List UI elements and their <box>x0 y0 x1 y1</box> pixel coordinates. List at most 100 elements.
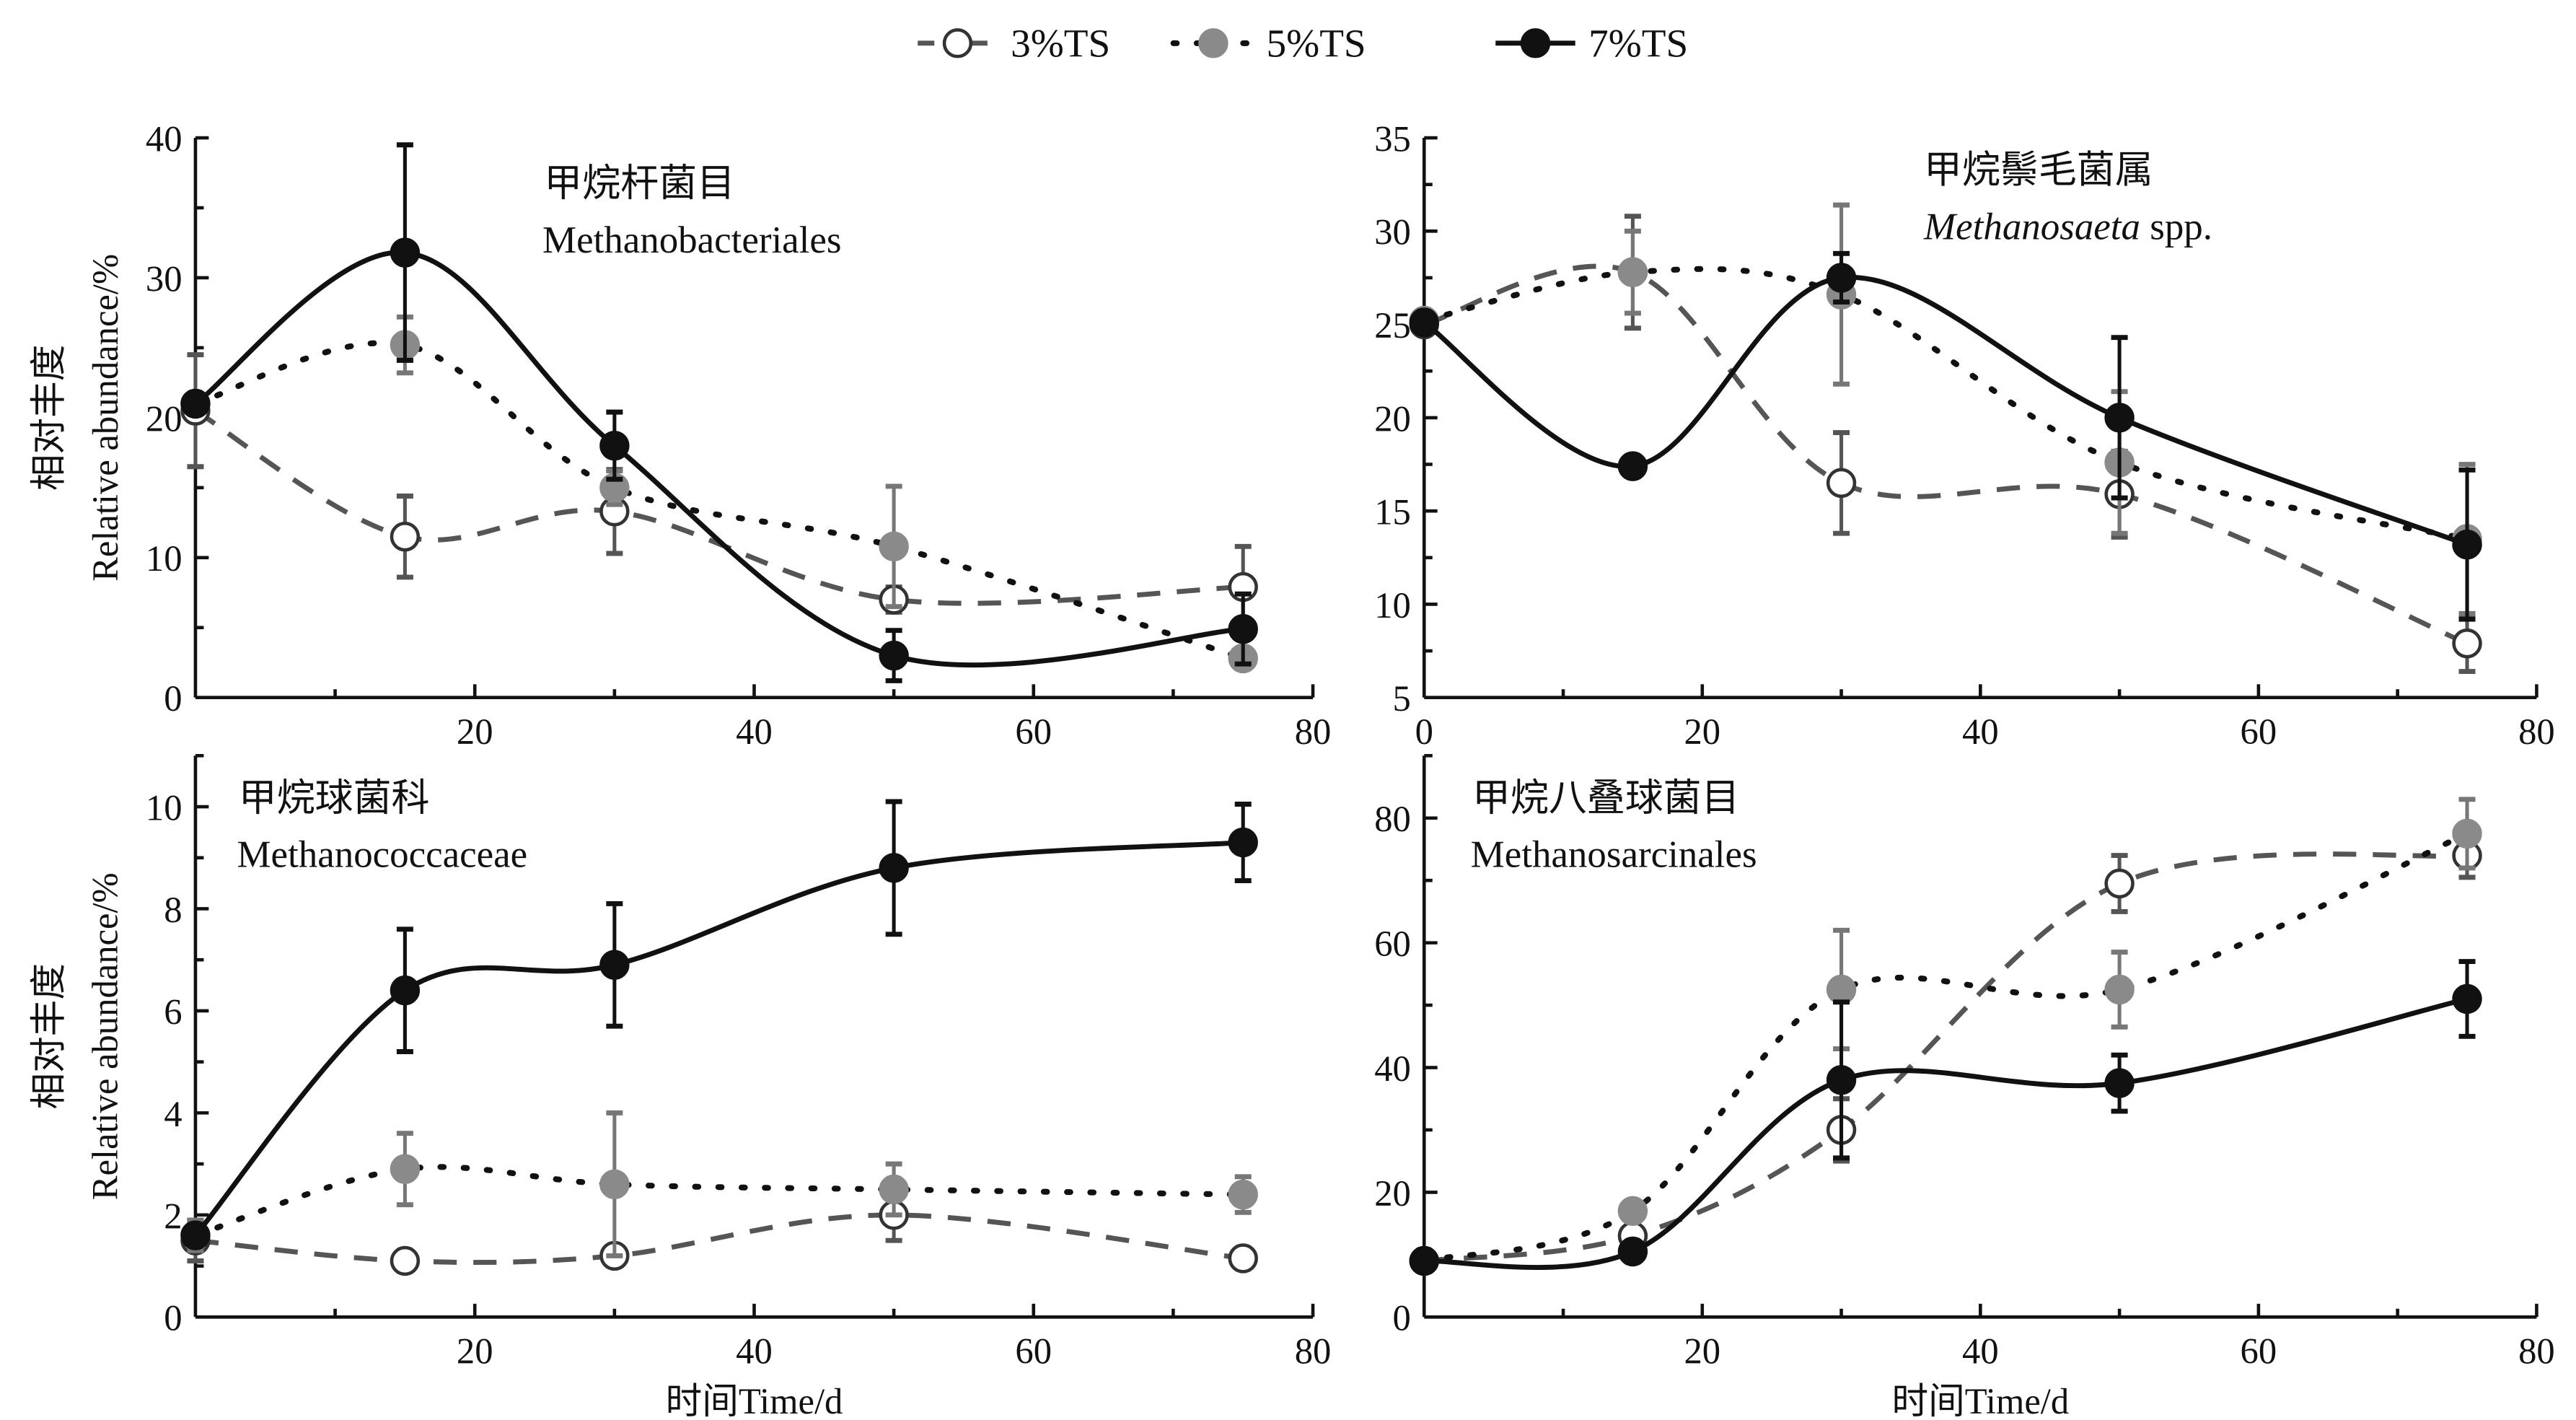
series-7pctts <box>180 799 1258 1250</box>
series-3pctts <box>180 352 1258 631</box>
data-point <box>2104 403 2135 433</box>
panel-title-cn: 甲烷八叠球菌目 <box>1472 777 1740 819</box>
y-tick-label: 5 <box>1393 678 1411 719</box>
data-point <box>599 430 630 461</box>
x-tick-label: 60 <box>2241 711 2277 752</box>
series-line <box>193 840 1244 1237</box>
y-axis-title-cn: 相对丰度 <box>29 345 69 491</box>
y-tick-label: 2 <box>164 1196 182 1236</box>
x-tick-label: 40 <box>736 711 773 752</box>
legend-label: 3%TS <box>1011 21 1110 65</box>
legend: 3%TS 5%TS 7%TS <box>918 21 1688 65</box>
series-line <box>192 1164 1247 1239</box>
legend-marker-icon <box>942 28 973 58</box>
data-point <box>1617 257 1648 287</box>
y-tick-label: 8 <box>164 890 182 930</box>
y-tick-label: 20 <box>146 398 183 439</box>
x-tick-label: 60 <box>1015 711 1052 752</box>
data-point <box>879 853 909 883</box>
y-tick-label: 0 <box>164 1298 182 1338</box>
panel-title-cn: 甲烷鬃毛菌属 <box>1924 149 2153 191</box>
data-point <box>879 1174 909 1205</box>
series-line <box>194 408 1244 606</box>
data-point <box>2452 818 2482 849</box>
data-point <box>2452 983 2482 1014</box>
y-tick-label: 10 <box>146 787 183 828</box>
y-tick-label: 40 <box>146 118 183 159</box>
data-point <box>1617 1196 1648 1227</box>
panel-methanococcaceae: 20 40 60 80 0 2 4 6 8 10 相对丰度 Relative abundance/% 时… <box>29 753 1332 1420</box>
legend-label: 5%TS <box>1267 21 1366 65</box>
x-tick-label: 80 <box>2518 1331 2555 1372</box>
data-point <box>1826 263 1857 293</box>
panel-title-genus: Methanosaeta <box>1923 206 2140 247</box>
data-point <box>2104 974 2135 1005</box>
series-line <box>193 250 1244 668</box>
data-point <box>1409 307 1439 338</box>
panel-methanosarcinales: 20 40 60 80 0 20 40 60 80 时间Time/d 甲烷八叠球菌目 Methanos… <box>1374 753 2555 1420</box>
series-5pctts <box>180 314 1258 674</box>
x-tick-label: 0 <box>1415 711 1433 752</box>
series-line <box>195 1212 1244 1266</box>
data-point <box>390 237 421 268</box>
series-3pctts <box>1409 214 2482 674</box>
data-point <box>390 522 421 552</box>
x-tick-label: 40 <box>736 1331 773 1372</box>
series-7pctts <box>1409 959 2482 1276</box>
y-tick-label: 20 <box>1374 1173 1411 1214</box>
data-point <box>1826 1065 1857 1095</box>
legend-marker-icon <box>1520 28 1551 58</box>
x-tick-label: 60 <box>2241 1331 2277 1372</box>
x-axis-title: 时间Time/d <box>666 1381 843 1420</box>
x-tick-label: 80 <box>1295 1331 1332 1372</box>
legend-marker-icon <box>1198 28 1228 58</box>
y-tick-label: 35 <box>1374 118 1411 159</box>
series-3pctts <box>180 1187 1258 1276</box>
panel-title-cn: 甲烷球菌科 <box>239 777 430 819</box>
series-5pctts <box>1409 202 2482 616</box>
x-tick-label: 60 <box>1015 1331 1052 1372</box>
data-point <box>1228 613 1258 644</box>
y-tick-label: 10 <box>146 538 183 579</box>
x-tick-label: 80 <box>1295 711 1332 752</box>
series-7pctts <box>1409 250 2482 622</box>
series-line <box>1423 274 2469 547</box>
y-tick-label: 6 <box>164 991 182 1032</box>
x-tick-label: 20 <box>1684 711 1720 752</box>
data-point <box>599 950 630 980</box>
panel-title-en: Methanococcaceae <box>237 834 527 876</box>
x-axis-title: 时间Time/d <box>1891 1381 2069 1420</box>
series-line <box>1421 830 2471 1264</box>
data-point <box>2104 868 2135 899</box>
panel-title-cn: 甲烷杆菌目 <box>544 163 735 205</box>
data-point <box>1228 1179 1258 1210</box>
y-axis-title-en: Relative abundance/% <box>85 872 126 1200</box>
y-tick-label: 30 <box>146 258 183 299</box>
data-point <box>1826 974 1857 1005</box>
series-3pctts <box>1409 830 2482 1276</box>
data-point <box>879 640 909 671</box>
legend-item-5pctts: 5%TS <box>1170 21 1366 65</box>
y-tick-label: 20 <box>1374 398 1411 439</box>
data-point <box>2104 1068 2135 1098</box>
y-tick-label: 0 <box>164 678 182 719</box>
panel-methanosaeta: 0 20 40 60 80 5 10 15 20 25 30 35 甲烷鬃毛菌属 Methanosaeta… <box>1374 118 2555 752</box>
data-point <box>180 1220 211 1250</box>
panel-methanobacteriales: 20 40 60 80 0 10 20 30 40 相对丰度 Relative abundance/… <box>29 118 1332 752</box>
data-point <box>180 388 211 419</box>
data-point <box>2452 529 2482 560</box>
data-point <box>390 975 421 1006</box>
legend-item-7pctts: 7%TS <box>1495 21 1688 65</box>
legend-label: 7%TS <box>1588 21 1688 65</box>
panel-title-en: Methanosaeta spp. <box>1923 206 2212 247</box>
panel-title-en: Methanosarcinales <box>1471 834 1757 876</box>
y-tick-label: 0 <box>1393 1298 1411 1338</box>
series-line <box>1423 851 2468 1263</box>
data-point <box>390 1245 421 1276</box>
data-point <box>599 1169 630 1200</box>
y-tick-label: 80 <box>1374 799 1411 839</box>
series-line <box>192 340 1247 662</box>
series-5pctts <box>180 1110 1258 1258</box>
